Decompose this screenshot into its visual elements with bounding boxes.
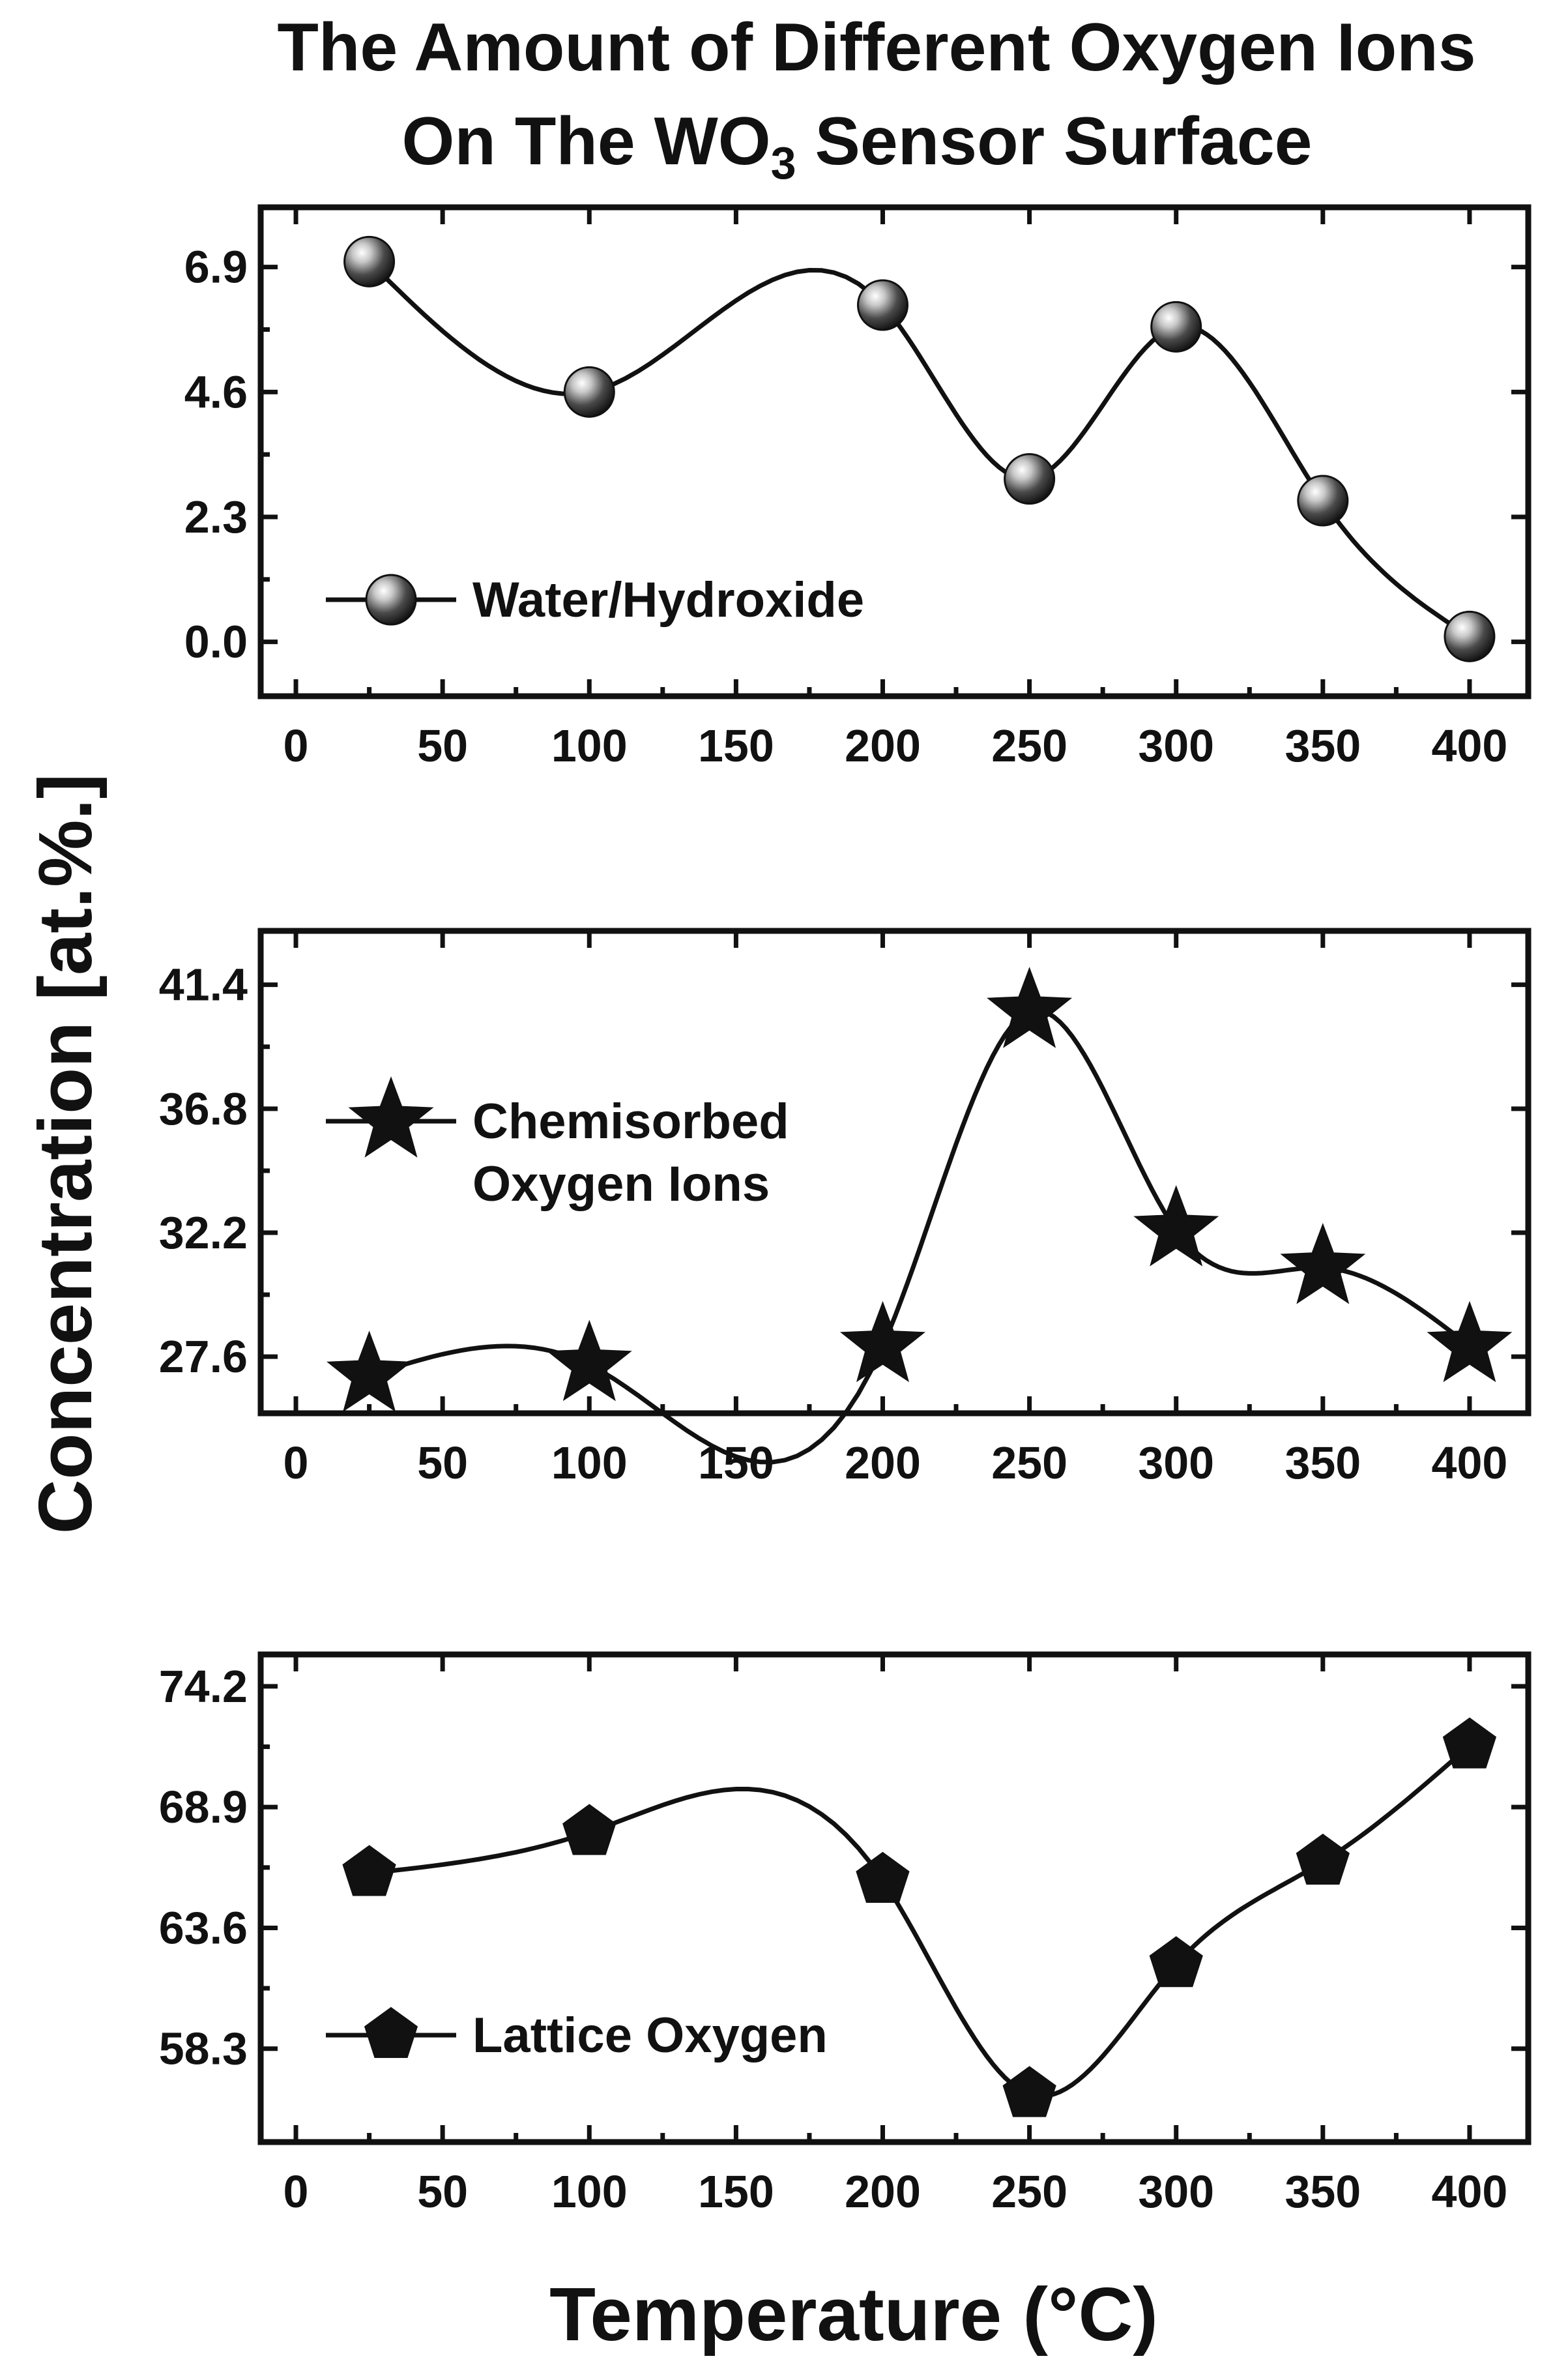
- lattice-x-tick-label: 350: [1285, 2166, 1361, 2217]
- water-x-tick-label: 0: [283, 720, 309, 771]
- water-x-tick-label: 400: [1432, 720, 1508, 771]
- chemisorbed-x-tick-label: 250: [991, 1437, 1067, 1488]
- lattice-x-tick-label: 300: [1138, 2166, 1214, 2217]
- lattice-x-tick-label: 0: [283, 2166, 309, 2217]
- lattice-x-tick-label: 50: [417, 2166, 468, 2217]
- water-data-point: [1297, 475, 1349, 527]
- water-legend: Water/Hydroxide: [326, 572, 864, 628]
- lattice-plot-frame: [257, 1651, 1532, 2145]
- chemisorbed-y-tick-label: 27.6: [159, 1331, 248, 1382]
- chemisorbed-x-tick-label: 300: [1138, 1437, 1214, 1488]
- lattice-data-point: [1149, 1936, 1203, 1988]
- chemisorbed-legend-marker: [348, 1076, 434, 1158]
- chemisorbed-x-tick-label: 350: [1285, 1437, 1361, 1488]
- chemisorbed-legend-label: Oxygen Ions: [472, 1156, 770, 1212]
- chemisorbed-legend: Chemisorbed Oxygen Ions: [326, 1076, 789, 1212]
- lattice-data-point: [562, 1804, 617, 1855]
- lattice-data-point: [1442, 1717, 1497, 1769]
- lattice-data-point: [856, 1851, 910, 1903]
- chemisorbed-data-point: [1427, 1300, 1513, 1383]
- water-y-tick-label: 2.3: [184, 492, 248, 542]
- lattice-y-tick-label: 68.9: [159, 1782, 248, 1832]
- lattice-y-tick-label: 74.2: [159, 1661, 248, 1712]
- lattice-legend: Lattice Oxygen: [326, 2006, 828, 2063]
- lattice-data-point: [342, 1845, 396, 1896]
- water-data-point: [563, 366, 615, 418]
- chemisorbed-data-point: [987, 967, 1073, 1048]
- chemisorbed-data-point: [839, 1300, 926, 1383]
- water-x-tick-label: 250: [991, 720, 1067, 771]
- water-data-point: [1444, 610, 1496, 662]
- lattice-data-point: [1296, 1833, 1350, 1885]
- lattice-x-tick-label: 150: [698, 2166, 774, 2217]
- chemisorbed-y-tick-label: 36.8: [159, 1083, 248, 1134]
- lattice-legend-label: Lattice Oxygen: [472, 2008, 828, 2063]
- chemisorbed-series-line: [368, 1008, 1472, 1465]
- water-x-tick-label: 200: [845, 720, 921, 771]
- water-x-tick-label: 150: [698, 720, 774, 771]
- chemisorbed-oxygen-panel: 0 50 100 150 200 250 300 350 40027.632.236.841.4…: [159, 928, 1532, 1488]
- lattice-y-tick-label: 63.6: [159, 1902, 248, 1953]
- water-data-point: [343, 235, 396, 287]
- chart-title-formula: On The WO: [402, 104, 771, 179]
- chart-title-suffix: Sensor Surface: [796, 104, 1313, 179]
- lattice-y-tick-label: 58.3: [159, 2023, 248, 2074]
- x-axis-title: Temperature (°C): [549, 2272, 1158, 2357]
- water-x-tick-label: 100: [551, 720, 628, 771]
- water-x-tick-label: 50: [417, 720, 468, 771]
- water-y-tick-label: 6.9: [184, 242, 248, 293]
- lattice-x-tick-label: 100: [551, 2166, 628, 2217]
- water-legend-marker: [365, 574, 417, 626]
- chemisorbed-x-tick-label: 50: [417, 1437, 468, 1488]
- chemisorbed-data-point: [1280, 1222, 1366, 1304]
- lattice-data-point: [1002, 2066, 1056, 2117]
- chart-title-line-1: The Amount of Different Oxygen Ions: [277, 10, 1475, 85]
- lattice-x-tick-label: 200: [845, 2166, 921, 2217]
- water-y-tick-label: 4.6: [184, 366, 248, 417]
- water-hydroxide-panel: 0 50 100 150 200 250 300 350 400 0.0 2.3 4.6 6.9 Wate…: [184, 204, 1532, 771]
- water-plot-frame: [257, 204, 1532, 699]
- water-data-point: [1150, 301, 1202, 353]
- water-y-tick-label: 0.0: [184, 617, 248, 668]
- chemisorbed-legend-label: Chemisorbed: [472, 1094, 789, 1149]
- water-data-point: [856, 279, 908, 331]
- lattice-oxygen-panel: 0 50 100 150 200 250 300 350 400 58.3 63.6 68.9 74.2…: [159, 1651, 1532, 2217]
- chemisorbed-data-point: [1133, 1185, 1219, 1267]
- water-x-tick-label: 300: [1138, 720, 1214, 771]
- water-data-point: [1004, 453, 1056, 505]
- chart-title-line-2: On The WO3 Sensor Surface: [402, 104, 1313, 188]
- chart-title-subscript: 3: [771, 138, 796, 188]
- chemisorbed-data-point: [327, 1330, 413, 1412]
- chemisorbed-y-tick-label: 41.4: [159, 960, 248, 1010]
- y-axis-title: Concentration [at.%.]: [23, 774, 108, 1534]
- chemisorbed-y-tick-label: 32.2: [159, 1207, 248, 1258]
- lattice-x-tick-label: 400: [1432, 2166, 1508, 2217]
- chemisorbed-data-point: [546, 1319, 632, 1402]
- chemisorbed-x-tick-label: 200: [845, 1437, 921, 1488]
- lattice-x-tick-label: 250: [991, 2166, 1067, 2217]
- lattice-legend-marker: [364, 2006, 418, 2058]
- chemisorbed-x-tick-label: 400: [1432, 1437, 1508, 1488]
- water-x-tick-label: 350: [1285, 720, 1361, 771]
- water-legend-label: Water/Hydroxide: [472, 572, 864, 628]
- chemisorbed-x-tick-label: 100: [551, 1437, 628, 1488]
- chemisorbed-x-tick-label: 0: [283, 1437, 309, 1488]
